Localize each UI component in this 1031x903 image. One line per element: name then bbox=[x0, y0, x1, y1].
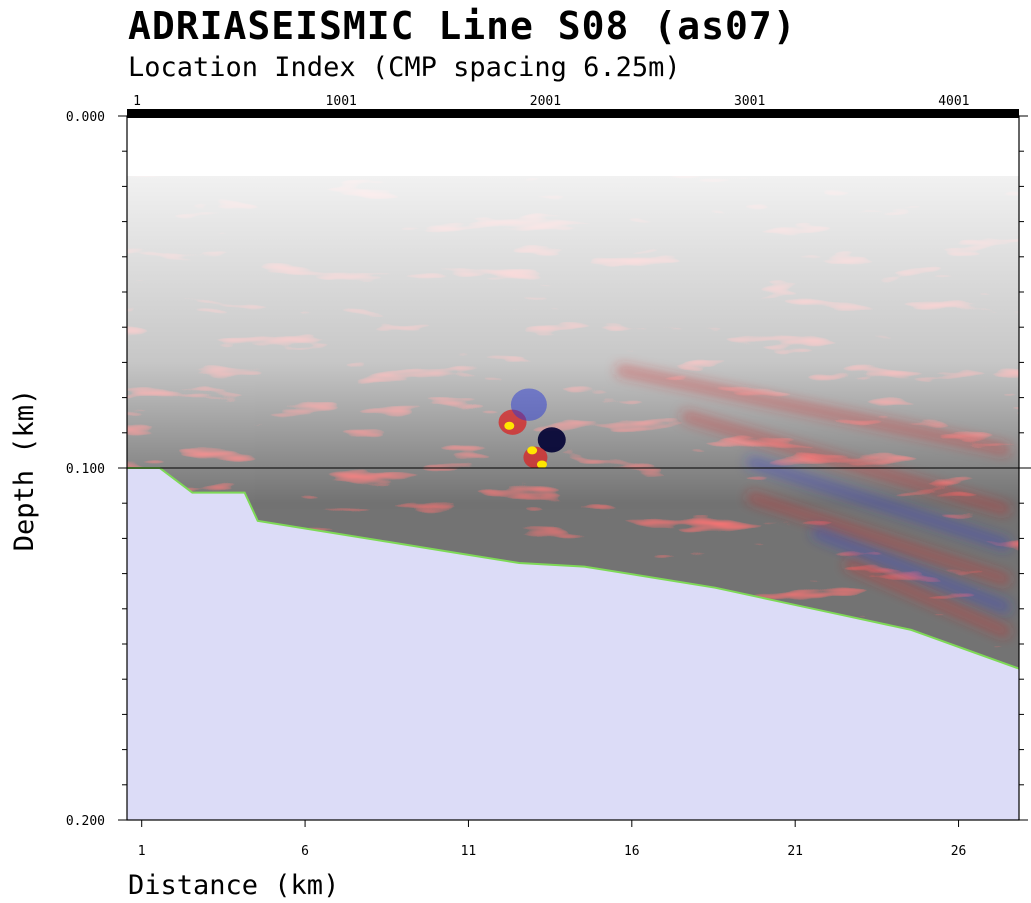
reflector-band bbox=[746, 491, 1011, 586]
x-axis-title: Distance (km) bbox=[128, 870, 339, 901]
top-axis-bar bbox=[127, 109, 1019, 118]
y-tick-label: 0.000 bbox=[66, 110, 105, 125]
x-tick-label: 16 bbox=[624, 844, 640, 859]
top-tick-label: 4001 bbox=[938, 94, 969, 109]
seafloor-line bbox=[127, 467, 1020, 670]
x-tick-label: 6 bbox=[301, 844, 309, 859]
top-tick-label: 1 bbox=[133, 94, 141, 109]
amplitude-peak bbox=[536, 460, 547, 469]
amplitude-peak bbox=[527, 446, 538, 455]
top-tick-label: 3001 bbox=[734, 94, 765, 109]
amplitude-anomaly bbox=[537, 427, 566, 453]
plot-area bbox=[126, 109, 1031, 821]
x-tick-label: 26 bbox=[951, 844, 967, 859]
seafloor-fill bbox=[127, 468, 1019, 820]
reflector-band bbox=[616, 364, 1011, 456]
reflector-band bbox=[681, 410, 1011, 516]
reflector-band bbox=[746, 456, 1011, 551]
reflector-band bbox=[843, 558, 1012, 639]
top-axis-label: Location Index (CMP spacing 6.25m) bbox=[128, 52, 681, 83]
x-tick-label: 21 bbox=[787, 844, 803, 859]
amplitude-anomaly bbox=[510, 388, 547, 421]
top-tick-label: 2001 bbox=[530, 94, 561, 109]
reflector-band bbox=[811, 526, 1012, 614]
amplitude-peak bbox=[504, 421, 515, 430]
y-tick-label: 0.200 bbox=[66, 814, 105, 829]
y-axis-title: Depth (km) bbox=[9, 389, 40, 552]
top-tick-label: 1001 bbox=[326, 94, 357, 109]
axis-ticks: 1 6 11 16 21 261 1001 2001 3001 40010.0000.1000.2… bbox=[66, 94, 1028, 859]
x-tick-label: 1 bbox=[138, 844, 146, 859]
chart-title: ADRIASEISMIC Line S08 (as07) bbox=[128, 4, 797, 48]
y-tick-label: 0.100 bbox=[66, 462, 105, 477]
x-tick-label: 11 bbox=[461, 844, 477, 859]
